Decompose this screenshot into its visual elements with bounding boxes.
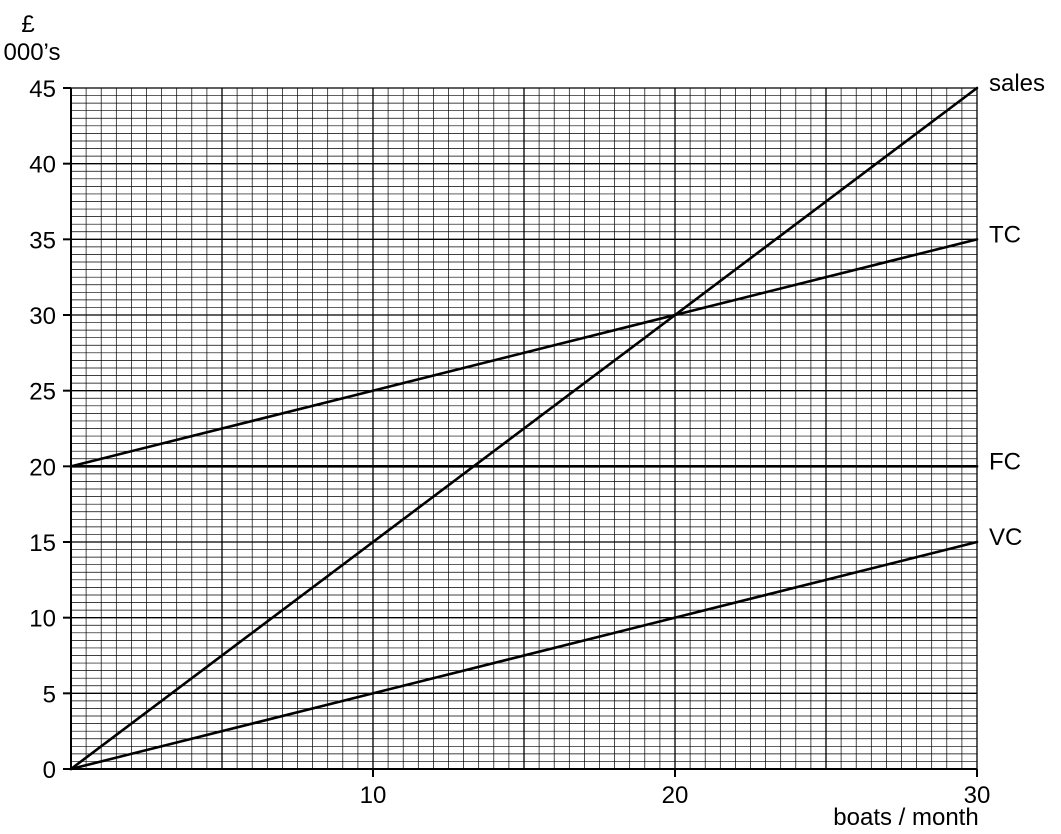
y-axis-unit-symbol: £ <box>21 11 34 38</box>
y-tick-label: 25 <box>29 379 56 406</box>
tick-labels: 0 5 10 15 20 25 30 35 40 45 10 20 30 <box>29 76 990 809</box>
series-label-fc: FC <box>989 448 1021 475</box>
y-tick-label: 5 <box>43 681 56 708</box>
y-tick-label: 20 <box>29 454 56 481</box>
series-label-vc: VC <box>989 524 1022 551</box>
series-lines <box>69 86 979 771</box>
series-label-tc: TC <box>989 221 1021 248</box>
x-tick-label: 10 <box>360 782 387 809</box>
y-tick-label: 10 <box>29 606 56 633</box>
axes <box>63 87 978 777</box>
x-axis-label: boats / month <box>833 804 978 831</box>
x-tick-label: 30 <box>964 782 991 809</box>
y-tick-label: 35 <box>29 227 56 254</box>
y-tick-label: 0 <box>43 757 56 784</box>
y-tick-label: 15 <box>29 530 56 557</box>
series-label-sales: sales <box>989 70 1045 97</box>
series-line-sales <box>69 86 979 771</box>
series-line-tc <box>69 238 979 468</box>
y-tick-label: 30 <box>29 303 56 330</box>
series-line-vc <box>69 540 979 771</box>
y-tick-label: 45 <box>29 76 56 103</box>
y-axis-label: 000’s <box>4 39 61 66</box>
y-tick-label: 40 <box>29 152 56 179</box>
x-tick-label: 20 <box>662 782 689 809</box>
series-labels: sales TC FC VC <box>989 70 1045 551</box>
